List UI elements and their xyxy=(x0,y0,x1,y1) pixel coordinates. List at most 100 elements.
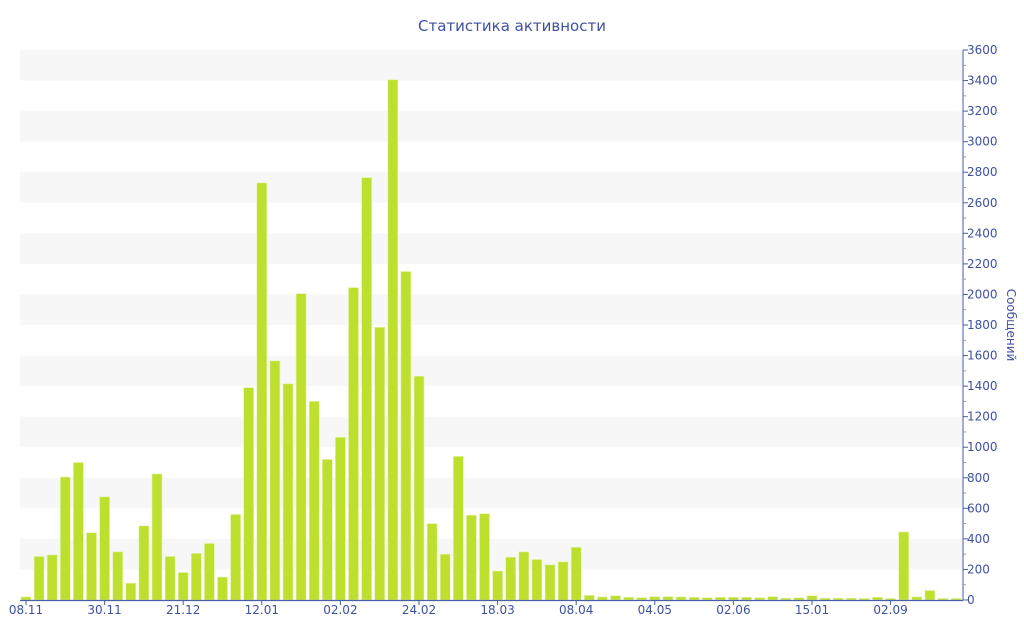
bar xyxy=(859,598,870,601)
bar xyxy=(898,531,910,601)
bar xyxy=(73,462,84,601)
grid-band xyxy=(20,111,963,142)
y-tick-label: 2400 xyxy=(967,226,998,240)
bar xyxy=(701,597,713,601)
bar xyxy=(335,436,346,601)
bar xyxy=(583,595,595,601)
grid-band xyxy=(20,172,963,203)
bar xyxy=(439,553,451,601)
x-tick-label: 18.03 xyxy=(480,603,514,617)
bar xyxy=(374,326,386,601)
bar xyxy=(361,177,372,601)
bar xyxy=(557,561,569,601)
x-tick-label: 15.01 xyxy=(795,603,829,617)
y-tick-label: 1800 xyxy=(967,318,998,332)
bar xyxy=(452,456,464,601)
bar xyxy=(531,559,543,601)
bar xyxy=(112,551,123,601)
bar xyxy=(610,595,621,601)
bar xyxy=(819,597,831,601)
bar xyxy=(99,496,110,601)
bar xyxy=(492,570,503,601)
x-tick-label: 08.11 xyxy=(9,603,43,617)
bar xyxy=(780,597,792,601)
grid-band xyxy=(20,294,963,325)
y-axis-title: Сообщений xyxy=(1004,289,1018,362)
bar xyxy=(845,597,857,601)
bar xyxy=(636,597,648,601)
x-tick-label: 12.01 xyxy=(245,603,279,617)
y-tick-label: 1000 xyxy=(967,440,998,454)
bar xyxy=(466,514,477,601)
bar xyxy=(243,387,254,601)
x-tick-label: 02.06 xyxy=(716,603,750,617)
bar xyxy=(505,556,517,601)
bar xyxy=(832,597,844,601)
x-tick-label: 30.11 xyxy=(87,603,121,617)
bar xyxy=(544,564,556,601)
bar xyxy=(911,596,923,601)
y-tick-label: 400 xyxy=(967,532,990,546)
bar xyxy=(728,596,739,601)
bar xyxy=(387,79,399,601)
y-tick-label: 2200 xyxy=(967,257,998,271)
x-tick-label: 24.02 xyxy=(402,603,436,617)
bar xyxy=(649,596,661,601)
bar xyxy=(348,287,359,601)
y-tick-label: 3000 xyxy=(967,135,998,149)
y-tick-label: 2600 xyxy=(967,196,998,210)
x-tick-label: 21.12 xyxy=(166,603,200,617)
bar xyxy=(282,383,294,601)
bar xyxy=(177,572,189,601)
bar xyxy=(204,543,215,601)
bar xyxy=(125,582,137,601)
bar xyxy=(754,597,765,601)
grid-band xyxy=(20,233,963,264)
bar xyxy=(767,596,779,601)
bar xyxy=(217,576,228,601)
grid-band xyxy=(20,477,963,509)
grid-band xyxy=(20,416,963,448)
bar xyxy=(256,182,268,601)
x-tick-label: 04.05 xyxy=(638,603,672,617)
bar xyxy=(885,598,896,601)
bar xyxy=(20,596,32,601)
bar xyxy=(308,401,320,601)
bar xyxy=(806,595,818,601)
bar xyxy=(413,375,425,601)
bar xyxy=(230,514,241,601)
bar xyxy=(597,596,608,601)
bar xyxy=(321,459,333,601)
x-tick-label: 02.09 xyxy=(873,603,907,617)
y-tick-label: 1200 xyxy=(967,410,998,424)
bar xyxy=(138,525,150,601)
bar xyxy=(59,476,71,601)
bar xyxy=(793,597,805,601)
y-tick-label: 1400 xyxy=(967,379,998,393)
y-tick-label: 600 xyxy=(967,501,990,515)
y-tick-label: 2800 xyxy=(967,165,998,179)
bar xyxy=(570,546,582,601)
bar xyxy=(662,596,674,601)
bar xyxy=(924,590,936,601)
bar xyxy=(479,513,490,601)
bar xyxy=(950,598,962,601)
bar xyxy=(86,532,97,601)
x-tick-label: 02.02 xyxy=(323,603,357,617)
bar xyxy=(688,596,700,601)
y-tick-label: 0 xyxy=(967,593,975,607)
bar xyxy=(741,596,752,601)
bar xyxy=(46,554,58,601)
y-tick-label: 800 xyxy=(967,471,990,485)
y-tick-label: 200 xyxy=(967,562,990,576)
bar xyxy=(400,271,412,601)
grid-band xyxy=(20,355,963,387)
bar xyxy=(937,598,949,601)
bar xyxy=(164,556,176,601)
bar xyxy=(269,360,281,601)
bar xyxy=(714,596,726,601)
bar xyxy=(675,596,687,601)
bar xyxy=(151,473,163,601)
y-tick-label: 2000 xyxy=(967,287,998,301)
y-tick-label: 3400 xyxy=(967,74,998,88)
